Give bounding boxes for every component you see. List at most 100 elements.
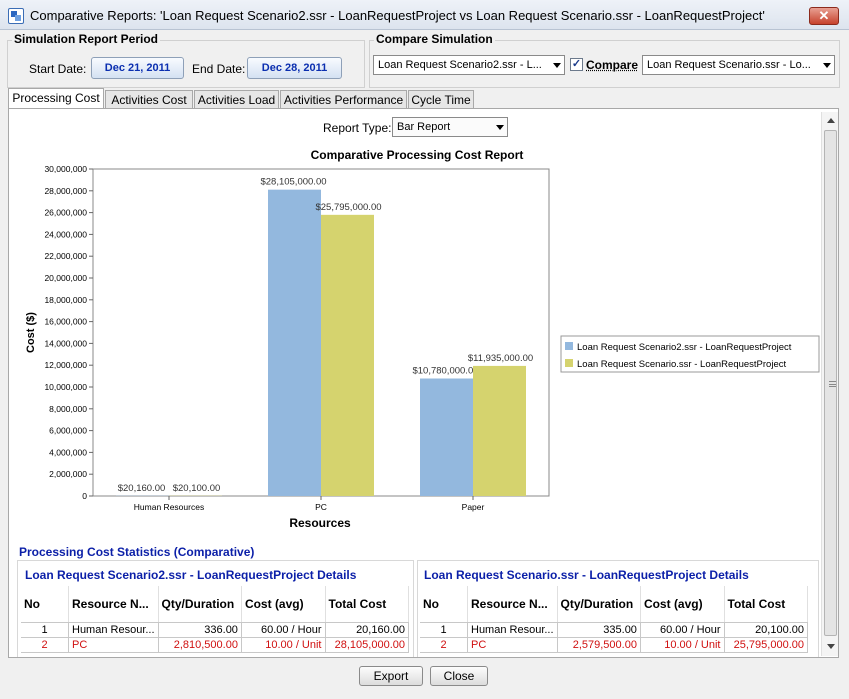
tab-activities-performance[interactable]: Activities Performance: [280, 90, 407, 110]
grip-icon: [829, 381, 836, 387]
cell-cost: 60.00 / Hour: [640, 622, 725, 638]
compare-checkbox-label[interactable]: Compare: [586, 58, 639, 72]
bar-data-label: $25,795,000.00: [315, 202, 381, 213]
compare-group: [369, 40, 840, 88]
report-type-value: Bar Report: [397, 121, 451, 133]
cell-qty: 335.00: [557, 622, 641, 638]
table-row[interactable]: 2 PC 2,810,500.00 10.00 / Unit 28,105,00…: [21, 637, 409, 653]
bar: [420, 378, 473, 496]
processing-cost-panel: Report Type: Bar Report Comparative Proc…: [8, 108, 839, 658]
cell-qty: 336.00: [158, 622, 242, 638]
cell-resource: PC: [467, 637, 558, 653]
y-tick-label: 16,000,000: [44, 317, 87, 327]
column-header-cost[interactable]: Cost (avg): [640, 586, 725, 623]
column-header-no[interactable]: No: [21, 586, 69, 623]
y-axis-label: Cost ($): [25, 312, 37, 353]
left-simulation-select[interactable]: Loan Request Scenario2.ssr - L...: [373, 55, 565, 75]
scroll-up-arrow-icon[interactable]: [827, 118, 835, 123]
tab-activities-load[interactable]: Activities Load: [194, 90, 279, 110]
cell-total: 20,160.00: [325, 622, 409, 638]
y-tick-label: 26,000,000: [44, 208, 87, 218]
stats-right-table: No Resource N... Qty/Duration Cost (avg)…: [420, 586, 808, 653]
window-title: Comparative Reports: 'Loan Request Scena…: [30, 8, 765, 23]
cell-cost: 10.00 / Unit: [640, 637, 725, 653]
cell-total: 20,100.00: [724, 622, 808, 638]
column-header-no[interactable]: No: [420, 586, 468, 623]
cell-resource: Human Resour...: [68, 622, 159, 638]
column-header-total[interactable]: Total Cost: [724, 586, 808, 623]
legend-entry: Loan Request Scenario.ssr - LoanRequestP…: [577, 359, 786, 370]
cell-resource: Human Resour...: [467, 622, 558, 638]
column-header-qty[interactable]: Qty/Duration: [557, 586, 641, 623]
column-header-resource[interactable]: Resource N...: [68, 586, 159, 623]
x-tick-label: Paper: [462, 502, 485, 512]
compare-checkbox[interactable]: ✓: [570, 58, 583, 71]
left-simulation-value: Loan Request Scenario2.ssr - L...: [378, 59, 542, 71]
end-date-button[interactable]: Dec 28, 2011: [247, 57, 342, 79]
bar-data-label: $20,100.00: [173, 483, 221, 494]
scroll-down-arrow-icon[interactable]: [827, 644, 835, 649]
column-header-resource[interactable]: Resource N...: [467, 586, 558, 623]
y-tick-label: 24,000,000: [44, 229, 87, 239]
y-tick-label: 2,000,000: [49, 469, 87, 479]
y-tick-label: 8,000,000: [49, 404, 87, 414]
y-tick-label: 0: [82, 491, 87, 501]
table-row[interactable]: 1 Human Resour... 336.00 60.00 / Hour 20…: [21, 622, 409, 638]
chevron-down-icon: [823, 63, 831, 68]
period-group: [7, 40, 365, 88]
column-header-qty[interactable]: Qty/Duration: [158, 586, 242, 623]
bar-data-label: $20,160.00: [118, 483, 166, 494]
bar-data-label: $28,105,000.00: [260, 177, 326, 188]
start-date-label: Start Date:: [29, 62, 87, 76]
legend-entry: Loan Request Scenario2.ssr - LoanRequest…: [577, 342, 792, 353]
export-button[interactable]: Export: [359, 666, 423, 686]
x-tick-label: PC: [315, 502, 327, 512]
y-tick-label: 28,000,000: [44, 186, 87, 196]
scrollbar-thumb[interactable]: [824, 130, 837, 636]
cell-no: 1: [420, 622, 468, 638]
column-header-cost[interactable]: Cost (avg): [241, 586, 326, 623]
table-row[interactable]: 1 Human Resour... 335.00 60.00 / Hour 20…: [420, 622, 808, 638]
column-header-total[interactable]: Total Cost: [325, 586, 409, 623]
cell-qty: 2,810,500.00: [158, 637, 242, 653]
stats-left-table: No Resource N... Qty/Duration Cost (avg)…: [21, 586, 409, 653]
legend-swatch: [565, 342, 573, 350]
stats-title: Processing Cost Statistics (Comparative): [19, 545, 255, 559]
close-button[interactable]: Close: [430, 666, 488, 686]
bar-data-label: $11,935,000.00: [468, 353, 533, 364]
chevron-down-icon: [496, 125, 504, 130]
cell-qty: 2,579,500.00: [557, 637, 641, 653]
end-date-label: End Date:: [192, 62, 246, 76]
tab-activities-cost[interactable]: Activities Cost: [105, 90, 193, 110]
cell-total: 25,795,000.00: [724, 637, 808, 653]
right-simulation-select[interactable]: Loan Request Scenario.ssr - Lo...: [642, 55, 835, 75]
bar: [321, 214, 374, 496]
y-tick-label: 4,000,000: [49, 447, 87, 457]
y-tick-label: 30,000,000: [44, 164, 87, 174]
cell-no: 2: [420, 637, 468, 653]
cell-no: 1: [21, 622, 69, 638]
bar-data-label: $10,780,000.00: [412, 365, 478, 376]
window-close-button[interactable]: ✕: [809, 7, 839, 25]
report-type-label: Report Type:: [323, 121, 392, 135]
compare-group-title: Compare Simulation: [374, 32, 495, 46]
y-tick-label: 14,000,000: [44, 338, 87, 348]
start-date-button[interactable]: Dec 21, 2011: [91, 57, 184, 79]
cell-no: 2: [21, 637, 69, 653]
x-axis-label: Resources: [289, 516, 351, 530]
y-tick-label: 20,000,000: [44, 273, 87, 283]
x-tick-label: Human Resources: [134, 502, 204, 512]
chevron-down-icon: [553, 63, 561, 68]
vertical-scrollbar[interactable]: [821, 112, 838, 656]
period-group-title: Simulation Report Period: [12, 32, 161, 46]
y-tick-label: 22,000,000: [44, 251, 87, 261]
processing-cost-chart: Comparative Processing Cost Report 0 2,000…: [25, 148, 820, 530]
bar: [473, 365, 526, 496]
chart-title: Comparative Processing Cost Report: [311, 148, 524, 162]
report-type-select[interactable]: Bar Report: [392, 117, 508, 137]
y-tick-label: 12,000,000: [44, 360, 87, 370]
table-row[interactable]: 2 PC 2,579,500.00 10.00 / Unit 25,795,00…: [420, 637, 808, 653]
tab-cycle-time[interactable]: Cycle Time: [408, 90, 474, 110]
tab-processing-cost[interactable]: Processing Cost: [8, 88, 104, 110]
stats-right-title: Loan Request Scenario.ssr - LoanRequestP…: [424, 568, 749, 582]
